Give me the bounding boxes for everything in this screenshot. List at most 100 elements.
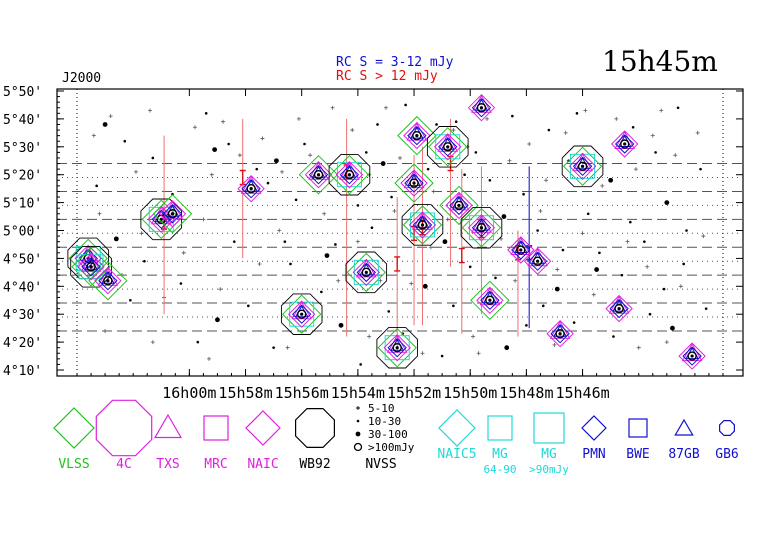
nvss-plus — [378, 278, 383, 283]
legend-mg-sub-label: 64-90 — [483, 463, 516, 476]
epoch-label: J2000 — [62, 71, 101, 86]
naic-diamond — [523, 247, 552, 275]
nvss-circle — [86, 262, 96, 272]
nvss-plus — [108, 114, 113, 119]
nvss-dot — [123, 139, 127, 143]
nvss-circle — [614, 303, 624, 314]
nvss-plus — [614, 116, 619, 121]
vlss-diamond — [88, 260, 128, 301]
nvss-core — [488, 298, 492, 302]
nvss-dot — [654, 151, 657, 154]
naic-diamond — [383, 333, 411, 362]
pmn-diamond — [412, 215, 433, 235]
nvss-dot — [452, 304, 455, 308]
nvss-plus — [150, 340, 155, 345]
naic-diamond — [507, 236, 535, 264]
nvss-dot — [547, 128, 551, 132]
y-tick-label: 4°40' — [3, 280, 42, 295]
wb92-octagon — [70, 245, 112, 288]
nvss-plus — [538, 208, 543, 213]
source-cluster — [152, 194, 193, 234]
nvss-plus — [659, 108, 664, 113]
nvss-dot — [676, 106, 680, 110]
naic-diamond — [467, 213, 496, 242]
nvss-plus — [507, 158, 512, 163]
legend-label-mg2: MG — [541, 447, 557, 462]
nvss-plus — [451, 128, 456, 133]
nvss-core — [300, 312, 304, 316]
naic-diamond — [445, 191, 473, 220]
nvss-dot — [215, 317, 220, 323]
nvss-plus — [218, 287, 223, 292]
legend-gb6-octagon — [718, 420, 736, 436]
legend-pmn-diamond — [581, 415, 607, 441]
vlss-diamond — [298, 154, 339, 195]
nvss-dot — [442, 239, 448, 245]
legend-label-wb92: WB92 — [299, 457, 330, 472]
nvss-plus — [544, 178, 549, 183]
nvss-plus — [336, 278, 341, 283]
nvss-dot — [364, 151, 368, 154]
legend-nvss-scale-label: 10-30 — [368, 415, 401, 428]
nvss-plus — [476, 351, 481, 356]
nvss-dot — [247, 304, 250, 308]
catalog-legend: VLSS 4C TXS MRC NAIC WB92 5-1010-3030-100>100m… — [53, 399, 739, 476]
pmn-diamond — [291, 304, 312, 324]
vlss-diamond — [470, 280, 510, 321]
nvss-dot — [612, 335, 615, 338]
nvss-core — [249, 187, 253, 191]
nvss-circle — [409, 178, 419, 188]
wb92-octagon — [345, 251, 388, 294]
nvss-plus — [678, 284, 683, 289]
nvss-dot — [204, 112, 208, 115]
source-cluster — [426, 126, 469, 168]
nvss-plus — [350, 128, 355, 133]
source-cluster — [394, 163, 434, 203]
legend-naic-diamond — [245, 410, 281, 446]
nvss-dot — [95, 184, 98, 188]
nvss-dot — [662, 287, 666, 291]
nvss-core — [412, 181, 416, 185]
wb92-octagon — [401, 204, 444, 246]
nvss-dot — [685, 229, 688, 232]
y-tick-label: 4°50' — [3, 252, 42, 267]
nvss-plus — [583, 108, 588, 113]
nvss-plus — [398, 155, 402, 160]
nvss-dot — [598, 251, 601, 255]
nvss-dot — [266, 181, 270, 185]
source-cluster — [237, 174, 265, 203]
x-tick-label: 15h56m — [275, 384, 329, 402]
x-tick-label: 15h54m — [331, 384, 385, 402]
source-cluster — [397, 115, 437, 156]
vlss-diamond — [427, 127, 468, 167]
nvss-dot — [575, 112, 579, 115]
source-cluster — [345, 251, 388, 294]
naic-diamond — [352, 258, 381, 287]
vlss-diamond — [461, 207, 502, 248]
nvss-dot — [359, 363, 362, 366]
source-cluster — [439, 185, 479, 226]
pmn-diamond — [682, 346, 702, 366]
nvss-dot — [272, 346, 275, 349]
nvss-plus — [257, 261, 262, 266]
strip-lines — [57, 163, 743, 332]
nvss-dot — [320, 290, 323, 294]
nvss-core — [479, 106, 484, 110]
source-cluster — [88, 260, 128, 301]
naic-diamond — [147, 205, 176, 234]
nvss-circle — [246, 183, 256, 194]
y-tick-label: 5°10' — [3, 197, 42, 212]
nvss-dot — [648, 312, 652, 316]
wb92-octagon — [376, 326, 418, 369]
nvss-plus — [420, 351, 425, 356]
legend-vlss-diamond — [53, 407, 95, 449]
nvss-circle — [167, 209, 178, 219]
legend-mrc-square — [203, 415, 229, 441]
wb92-octagon — [328, 153, 371, 196]
legend-87gb-triangle — [674, 418, 694, 436]
nvss-plus — [513, 278, 518, 283]
nvss-dot — [404, 103, 407, 107]
nvss-circle — [344, 169, 355, 180]
legend-label-txs: TXS — [156, 457, 179, 472]
nvss-dot — [682, 262, 685, 266]
